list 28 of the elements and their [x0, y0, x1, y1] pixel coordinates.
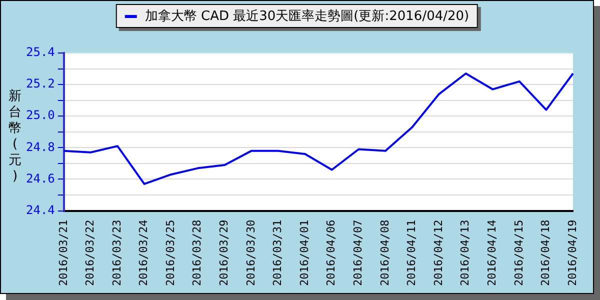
- x-tick-label: 2016/03/22: [84, 220, 97, 286]
- x-tick-label: 2016/04/08: [378, 220, 392, 286]
- x-tick-label: 2016/04/06: [324, 220, 338, 286]
- x-tick-label: 2016/04/13: [458, 220, 472, 286]
- x-tick-label: 2016/04/19: [566, 220, 579, 286]
- x-tick-label: 2016/04/14: [485, 219, 498, 286]
- y-tick-label: 25.4: [26, 45, 55, 60]
- x-tick-label: 2016/04/01: [298, 220, 311, 286]
- legend-label: 加拿大幣 CAD 最近30天匯率走勢圖(更新:2016/04/20): [144, 8, 470, 25]
- x-tick-label: 2016/03/30: [244, 220, 258, 286]
- x-tick-label: 2016/04/07: [352, 220, 364, 286]
- y-tick-label: 25.2: [26, 76, 55, 91]
- y-tick-label: 25.0: [26, 108, 55, 122]
- x-tick-label: 2016/03/25: [164, 220, 177, 286]
- y-tick-label: 24.8: [26, 140, 55, 154]
- x-tick-label: 2016/03/24: [137, 219, 150, 286]
- x-tick-label: 2016/03/23: [110, 220, 124, 286]
- x-tick-label: 2016/04/15: [512, 220, 526, 286]
- y-axis-title: 新台幣(元): [8, 89, 22, 185]
- x-tick-label: 2016/04/18: [539, 220, 552, 286]
- x-tick-label: 2016/04/11: [405, 220, 418, 286]
- x-tick-label: 2016/03/21: [56, 220, 70, 286]
- x-tick-label: 2016/04/12: [432, 220, 445, 286]
- y-tick-label: 24.6: [26, 171, 55, 186]
- x-tick-label: 2016/03/29: [218, 220, 231, 286]
- x-tick-label: 2016/03/31: [271, 220, 284, 286]
- x-tick-label: 2016/03/28: [190, 220, 204, 286]
- y-tick-label: 24.4: [26, 202, 55, 217]
